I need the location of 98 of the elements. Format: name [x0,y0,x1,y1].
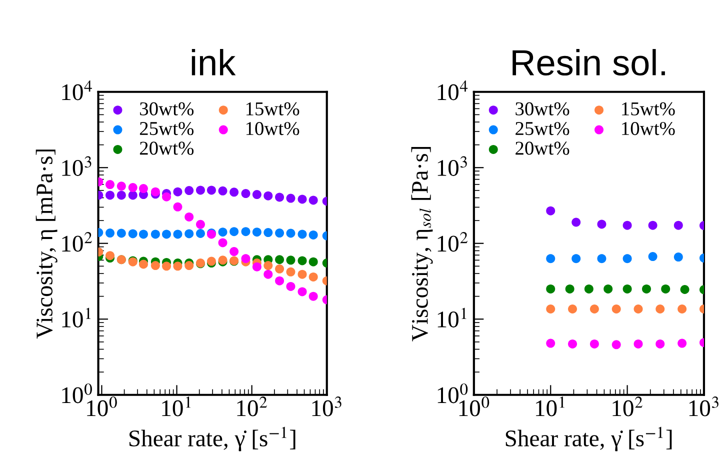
point [150,187,160,196]
point [298,270,307,279]
x-axis-title: Shear rate, γ̇ [s$^{−1}$] [130,426,296,452]
x-tick-label: 10$^{0}$ [87,396,117,416]
legend-label: 10wt% [246,122,300,136]
x-tick-label: 10$^{3}$ [312,396,342,416]
point [106,228,115,238]
point [138,260,148,269]
y-tick-label: 10$^{2}$ [438,232,468,252]
point [286,256,296,265]
point [286,228,296,238]
point [196,186,205,195]
point [298,287,307,296]
point [150,261,160,270]
point [206,186,216,195]
y-tick-label: 10$^{2}$ [62,232,92,252]
legend-label: 20wt% [140,142,194,155]
point [150,230,160,239]
point [173,262,182,271]
point [116,190,126,200]
point [128,229,138,238]
point [184,229,194,238]
point [286,267,296,276]
y-tick-label: 10$^{4}$ [62,80,92,100]
x-tick-label: 10$^{1}$ [162,396,191,416]
point [230,227,239,236]
point [184,212,194,222]
point [173,187,182,196]
point [162,230,172,239]
point [138,230,148,239]
point [252,228,262,237]
legend-label: 30wt% [516,102,570,116]
point [116,182,126,191]
point [106,190,115,200]
point [184,186,194,196]
point [173,230,182,239]
chart-title: Resin sol. [512,49,665,76]
point [128,183,138,192]
point [241,254,250,264]
point [298,256,307,266]
legend-label: 10wt% [622,122,675,136]
point [264,228,273,238]
point [275,276,284,286]
point [275,192,284,202]
x-tick-label: 10$^{3}$ [689,396,718,416]
x-tick-label: 10$^{2}$ [612,396,642,416]
point [218,186,228,196]
point [308,272,318,282]
point [308,230,318,240]
y-tick-label: 10$^{3}$ [438,156,467,176]
chart-title: ink [192,49,236,76]
point [298,230,307,239]
point [308,292,318,301]
point [106,180,115,190]
legend-label: 15wt% [246,102,300,116]
point [116,228,126,238]
y-axis-title: Viscosity, η [mPa·s] [36,150,58,339]
point [173,202,182,212]
point [286,282,296,291]
point [252,190,262,200]
point [196,220,205,229]
point [218,238,228,248]
point [275,228,284,238]
point [230,247,239,256]
point [128,190,138,200]
legend-label: 20wt% [516,142,570,155]
point [230,188,239,197]
legend-label: 15wt% [622,102,675,116]
y-tick-label: 10$^{3}$ [62,156,92,176]
point [106,251,115,260]
y-axis-title: Viscosity, η$_{sol}$ [Pa·s] [411,147,433,342]
point [298,194,307,204]
x-tick-label: 10$^{1}$ [536,396,564,416]
point [252,262,262,272]
point [138,184,148,194]
point [308,257,318,266]
y-tick-label: 10$^{4}$ [438,80,468,100]
point [264,261,273,270]
legend-label: 25wt% [140,122,194,136]
point [162,192,172,202]
y-tick-label: 10$^{1}$ [62,308,91,328]
point [264,270,273,279]
point [196,228,205,238]
point [308,196,318,205]
legend-label: 25wt% [516,122,570,136]
point [275,255,284,264]
point [264,191,273,200]
point [241,227,250,236]
point [286,194,296,203]
point [184,261,194,270]
y-tick-label: 10$^{1}$ [438,308,466,328]
legend-label: 30wt% [140,102,194,116]
point [241,189,250,198]
point [218,228,228,237]
x-axis-title: Shear rate, γ̇ [s$^{−1}$] [506,426,672,452]
point [275,264,284,274]
point [162,262,172,271]
x-tick-label: 10$^{2}$ [237,396,267,416]
